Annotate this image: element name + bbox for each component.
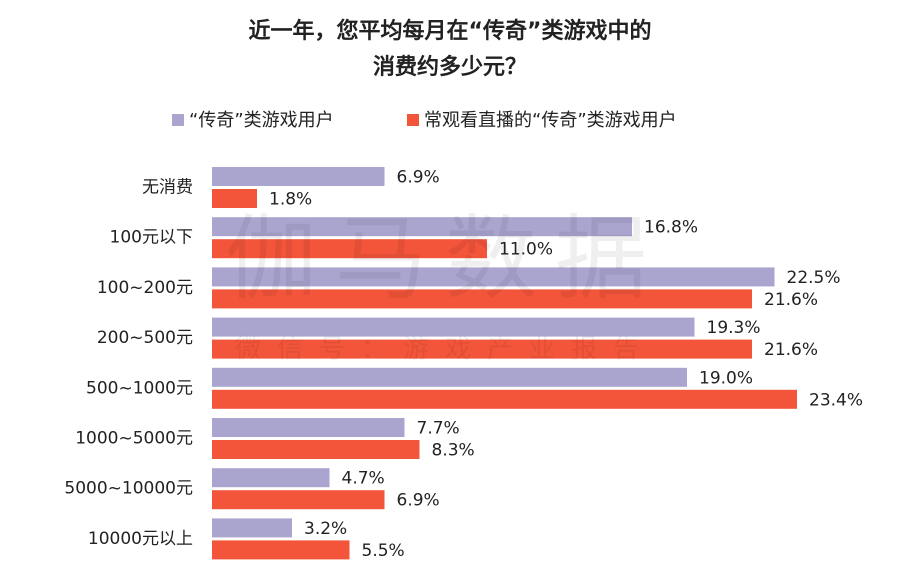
chart-title: 近一年，您平均每月在“传奇”类游戏中的 — [249, 18, 652, 44]
bar — [212, 167, 385, 186]
data-label: 6.9% — [397, 491, 440, 511]
y-tick-label: 500~1000元 — [86, 378, 193, 398]
y-tick-label: 200~500元 — [97, 328, 193, 348]
data-label: 8.3% — [432, 441, 475, 461]
legend-label: 常观看直播的“传奇”类游戏用户 — [424, 110, 677, 131]
bar — [212, 440, 420, 459]
y-tick-label: 10000元以上 — [88, 529, 193, 549]
data-label: 3.2% — [304, 519, 347, 539]
bar — [212, 189, 257, 208]
y-tick-label: 100元以下 — [110, 228, 193, 248]
data-label: 22.5% — [787, 268, 841, 288]
bar — [212, 239, 487, 259]
data-label: 23.4% — [809, 390, 863, 410]
data-label: 1.8% — [269, 190, 312, 210]
data-label: 7.7% — [417, 419, 460, 439]
bar — [212, 267, 775, 287]
data-label: 4.7% — [342, 469, 385, 489]
bar — [212, 317, 695, 337]
y-tick-label: 100~200元 — [97, 278, 193, 298]
bar — [212, 389, 797, 409]
data-label: 16.8% — [644, 218, 698, 238]
y-tick-label: 无消费 — [142, 178, 193, 198]
bar — [212, 518, 292, 538]
chart-title: 消费约多少元？ — [373, 54, 527, 80]
legend-swatch — [407, 114, 419, 126]
data-label: 21.6% — [764, 340, 818, 360]
data-label: 21.6% — [764, 290, 818, 310]
watermark: 微信号：游戏产业报告 — [235, 335, 655, 365]
data-label: 6.9% — [397, 168, 440, 188]
watermark: 伽马数据 — [225, 205, 665, 312]
data-label: 19.0% — [699, 368, 753, 388]
bar — [212, 490, 385, 510]
bar — [212, 367, 687, 387]
data-label: 5.5% — [362, 541, 405, 561]
y-tick-label: 5000~10000元 — [64, 479, 193, 499]
data-label: 19.3% — [707, 318, 761, 338]
bar — [212, 217, 632, 237]
bar — [212, 418, 405, 437]
bar — [212, 468, 330, 488]
bar — [212, 289, 752, 309]
bar — [212, 540, 350, 560]
legend-swatch — [172, 114, 184, 126]
y-tick-label: 1000~5000元 — [75, 429, 193, 449]
data-label: 11.0% — [499, 240, 553, 260]
legend-label: “传奇”类游戏用户 — [189, 110, 334, 131]
bar — [212, 339, 752, 359]
